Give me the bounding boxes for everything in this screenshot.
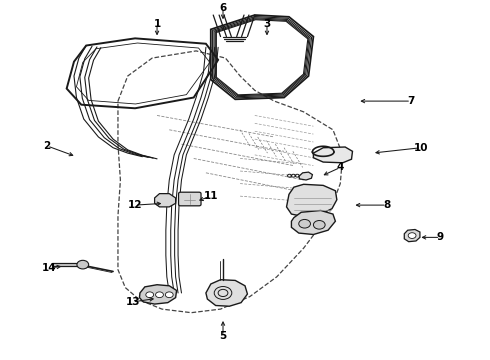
Text: 11: 11 <box>203 191 218 201</box>
Circle shape <box>408 233 416 238</box>
Polygon shape <box>206 280 247 306</box>
Polygon shape <box>52 263 81 266</box>
Text: 14: 14 <box>42 263 57 273</box>
Polygon shape <box>404 229 420 242</box>
Polygon shape <box>292 211 335 234</box>
Text: 4: 4 <box>337 162 344 172</box>
Polygon shape <box>287 184 337 217</box>
Text: 7: 7 <box>408 96 415 106</box>
Text: 9: 9 <box>437 232 444 242</box>
Polygon shape <box>140 285 176 304</box>
Text: 1: 1 <box>153 19 161 29</box>
Text: 5: 5 <box>220 331 227 341</box>
Text: 8: 8 <box>383 200 391 210</box>
Text: 13: 13 <box>125 297 140 307</box>
Text: 2: 2 <box>44 141 51 151</box>
Text: 12: 12 <box>128 200 142 210</box>
Polygon shape <box>155 194 175 207</box>
Circle shape <box>156 292 163 298</box>
Circle shape <box>77 260 89 269</box>
FancyBboxPatch shape <box>178 192 201 206</box>
Polygon shape <box>314 147 352 163</box>
Circle shape <box>146 292 154 298</box>
Circle shape <box>314 221 325 229</box>
Circle shape <box>299 220 311 228</box>
Circle shape <box>165 292 173 298</box>
Text: 3: 3 <box>263 19 270 29</box>
Polygon shape <box>299 172 313 180</box>
Text: 10: 10 <box>414 143 428 153</box>
Text: 6: 6 <box>220 3 227 13</box>
